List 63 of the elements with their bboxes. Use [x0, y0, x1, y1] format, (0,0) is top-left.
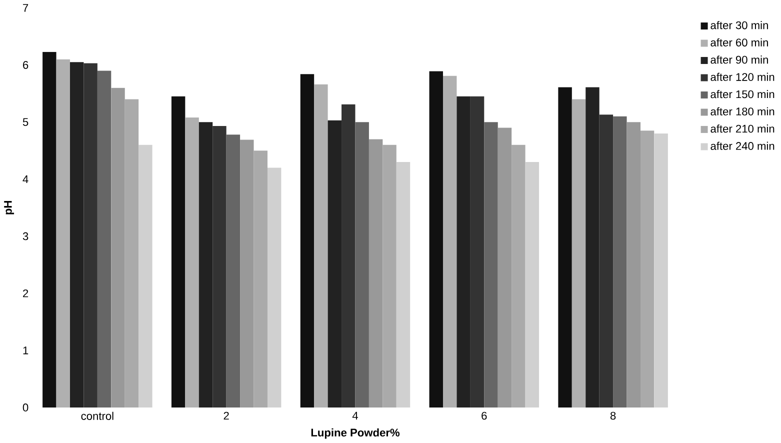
bar	[185, 118, 199, 408]
bar	[640, 130, 654, 408]
bar	[429, 71, 443, 408]
y-tick-label: 5	[22, 118, 28, 126]
y-tick-label: 4	[22, 175, 28, 184]
legend-label: after 60 min	[710, 38, 768, 47]
bar	[456, 96, 470, 408]
bar	[314, 84, 328, 408]
bar	[470, 96, 484, 408]
bar	[498, 128, 512, 408]
x-tick-label: 2	[224, 412, 229, 420]
bar	[42, 52, 56, 408]
bar	[267, 168, 282, 408]
legend-label: after 30 min	[710, 21, 768, 30]
legend-label: after 180 min	[710, 107, 774, 116]
y-tick-label: 0	[22, 404, 28, 412]
y-tick-label: 7	[23, 4, 28, 12]
legend-label: after 90 min	[710, 56, 768, 64]
bar	[138, 144, 152, 408]
bar	[111, 88, 125, 408]
bar	[300, 74, 314, 408]
x-tick-label: 8	[610, 412, 616, 420]
bar	[342, 104, 356, 408]
bar	[512, 144, 526, 408]
legend-label: after 150 min	[710, 90, 774, 98]
legend-label: after 210 min	[710, 124, 774, 133]
bar	[254, 150, 268, 408]
bar	[56, 59, 70, 408]
bar	[368, 139, 383, 408]
legend-label: after 240 min	[710, 142, 774, 150]
x-tick-label: 6	[482, 412, 487, 420]
bar	[442, 76, 457, 408]
bar	[586, 87, 600, 408]
bar	[240, 140, 254, 408]
bar	[97, 70, 112, 408]
bar	[525, 162, 540, 408]
bar	[382, 144, 396, 408]
bar	[328, 120, 342, 408]
x-tick-label: control	[81, 412, 114, 420]
y-tick-label: 2	[23, 290, 28, 298]
bar	[626, 122, 640, 408]
bar	[396, 162, 410, 408]
bar	[84, 63, 98, 408]
y-tick-label: 3	[22, 232, 28, 240]
bar	[572, 99, 586, 408]
bar	[599, 114, 614, 408]
bar	[355, 122, 369, 408]
y-tick-label: 6	[23, 61, 28, 69]
y-axis-title: pH	[4, 201, 14, 214]
x-axis-title: Lupine Powder%	[311, 428, 400, 439]
bar	[70, 62, 84, 408]
bar	[558, 87, 572, 408]
bar	[484, 122, 498, 408]
bar	[212, 126, 226, 408]
y-tick-label: 1	[23, 346, 28, 354]
bar	[171, 96, 186, 408]
bar	[613, 116, 627, 408]
bar	[198, 122, 213, 408]
x-tick-label: 4	[352, 412, 358, 420]
bar	[654, 134, 668, 408]
bar	[124, 99, 139, 408]
legend-label: after 120 min	[710, 72, 774, 82]
bar	[226, 134, 240, 408]
